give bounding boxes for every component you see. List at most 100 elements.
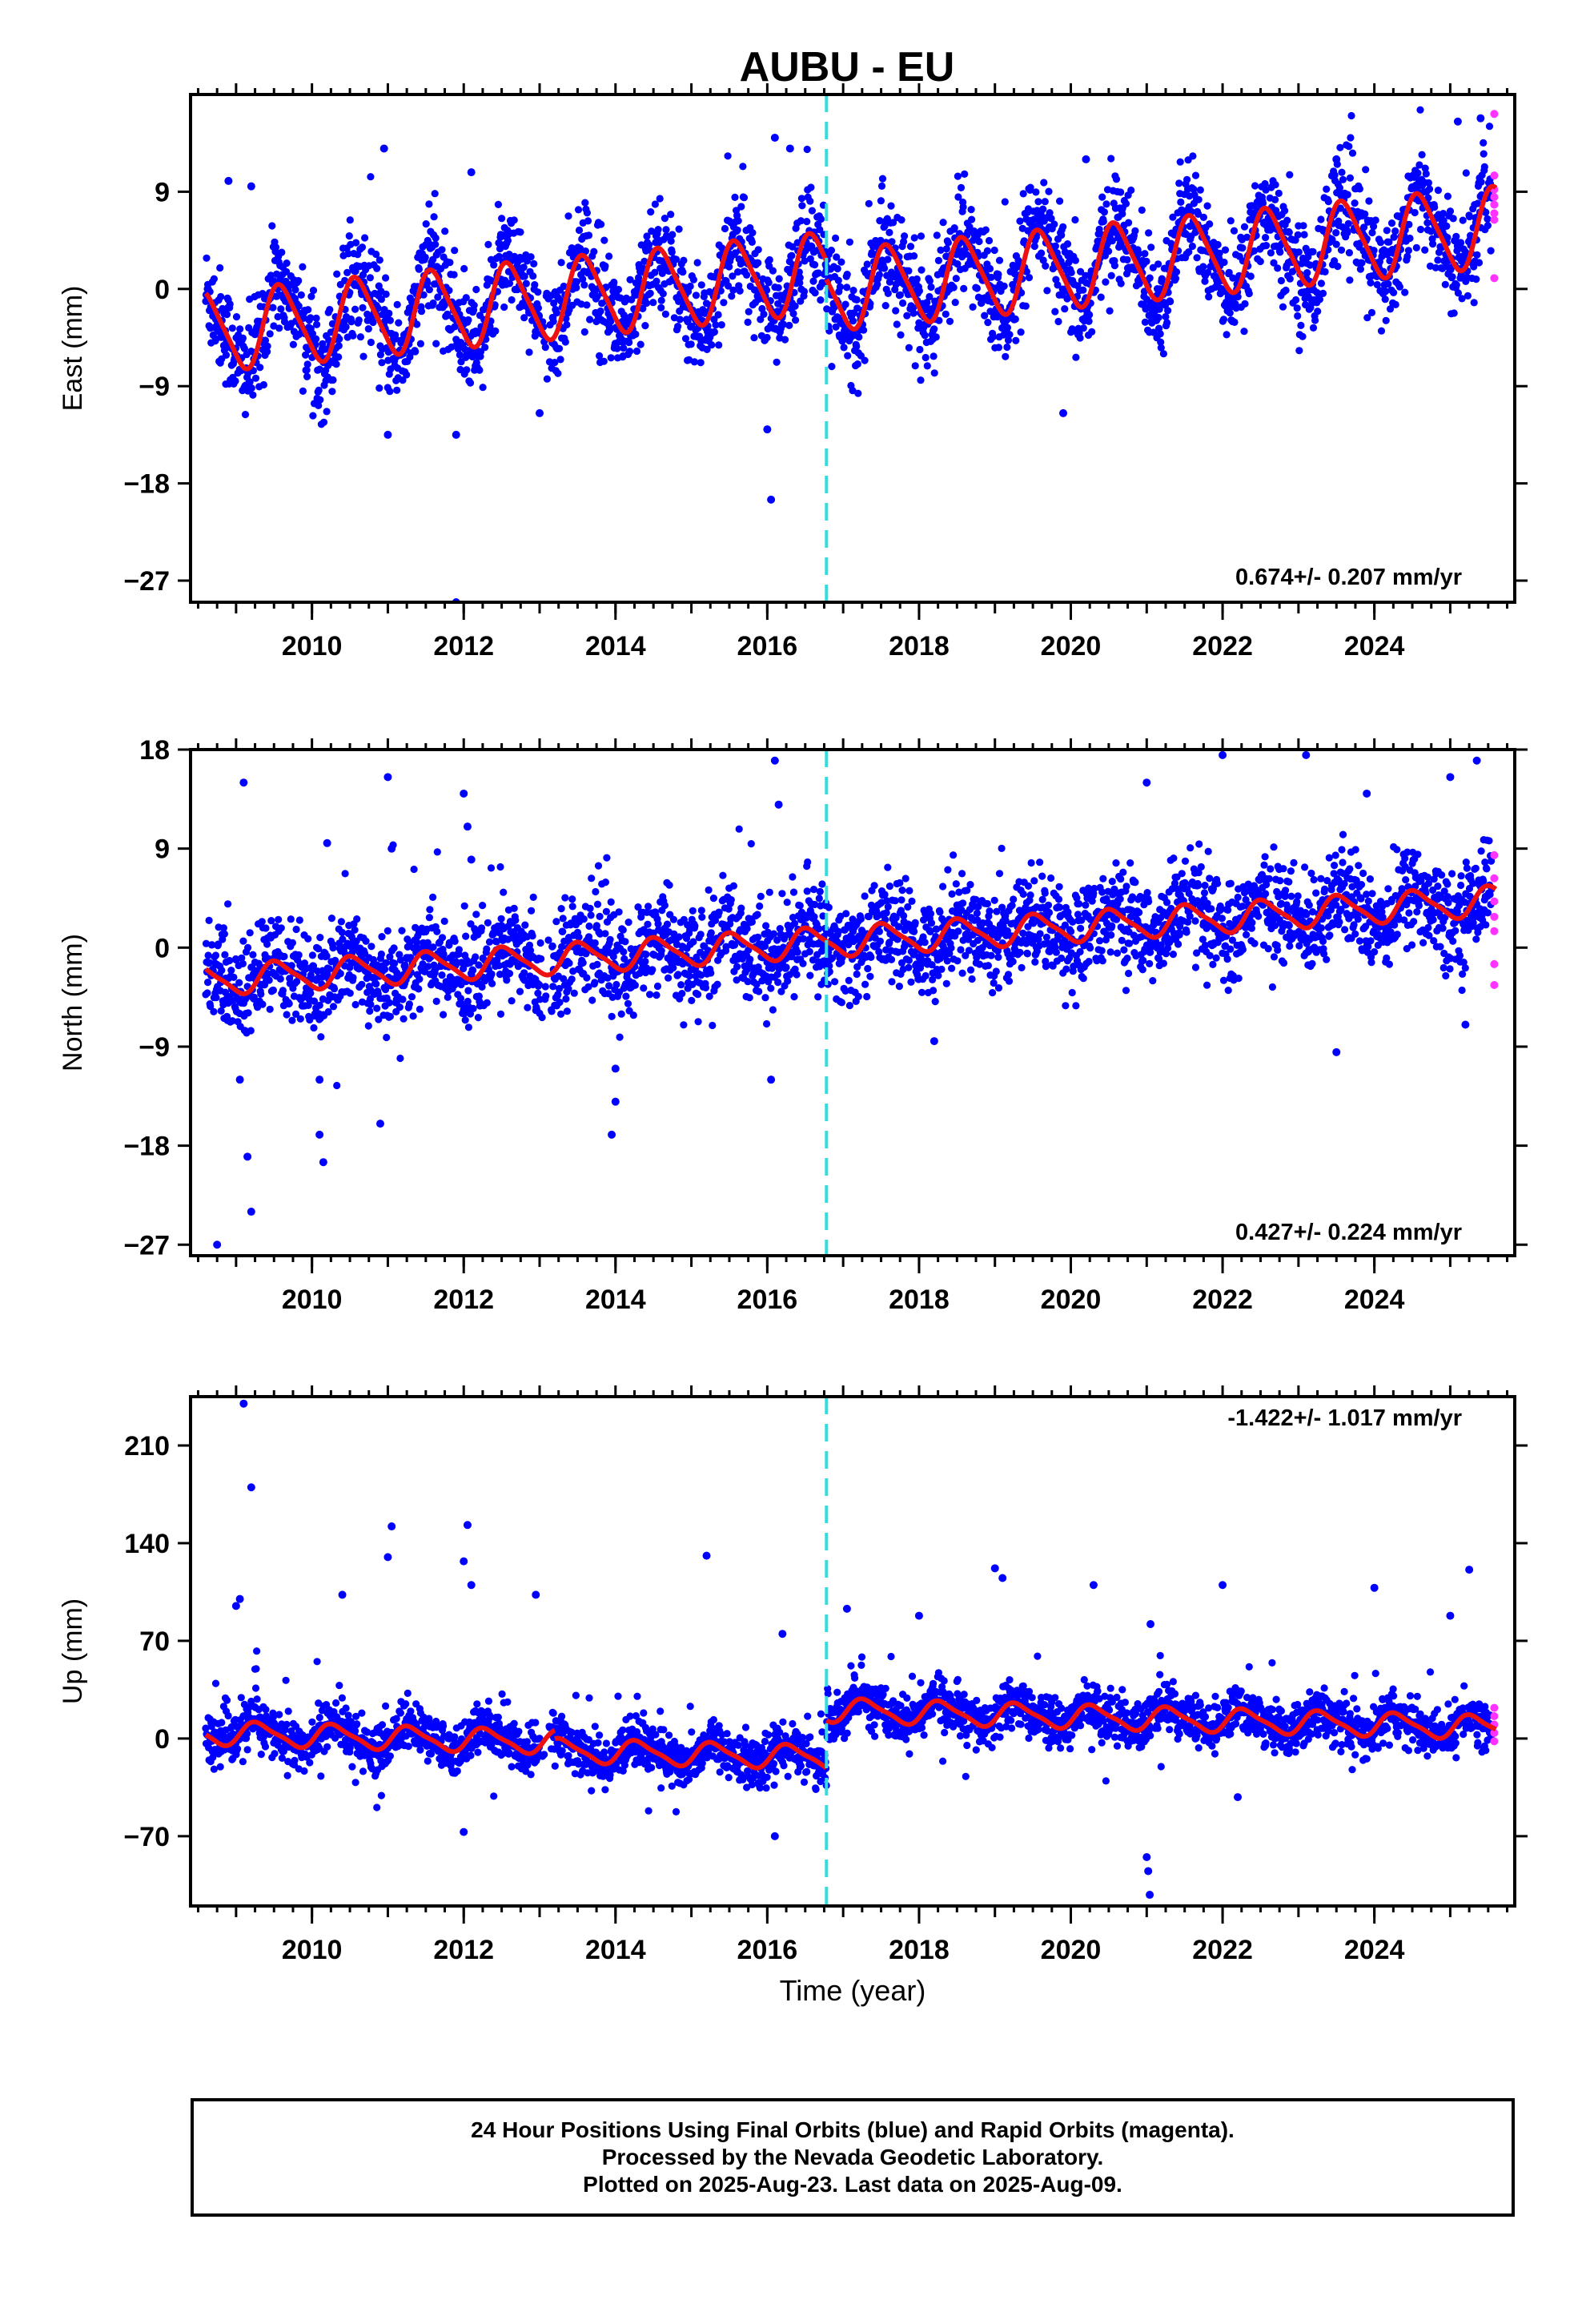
data-point bbox=[620, 344, 628, 352]
data-point bbox=[1355, 185, 1363, 193]
data-point bbox=[675, 225, 683, 233]
data-point bbox=[767, 984, 775, 992]
data-point bbox=[521, 921, 529, 929]
data-point bbox=[887, 202, 895, 210]
data-point bbox=[231, 377, 239, 385]
data-point bbox=[923, 362, 931, 370]
data-point bbox=[1240, 328, 1248, 336]
data-point bbox=[942, 310, 950, 318]
data-point bbox=[1016, 217, 1024, 225]
outlier-point bbox=[1453, 117, 1462, 126]
data-point bbox=[259, 380, 267, 389]
data-point bbox=[220, 930, 228, 938]
data-point bbox=[754, 259, 762, 267]
data-point bbox=[577, 300, 585, 308]
data-point bbox=[866, 972, 874, 980]
data-point bbox=[1230, 227, 1239, 235]
data-point bbox=[1376, 239, 1385, 247]
data-point bbox=[516, 228, 524, 236]
data-point bbox=[583, 301, 591, 309]
data-point bbox=[755, 987, 763, 995]
data-point bbox=[565, 959, 573, 967]
data-point bbox=[226, 300, 234, 308]
rapid-point bbox=[1490, 215, 1499, 224]
outlier-point bbox=[767, 495, 776, 504]
data-point bbox=[1319, 289, 1327, 297]
data-point bbox=[472, 953, 480, 961]
data-point bbox=[226, 956, 234, 965]
data-point bbox=[1275, 189, 1283, 197]
data-point bbox=[463, 366, 471, 374]
data-point bbox=[337, 918, 345, 926]
data-point bbox=[438, 971, 446, 979]
data-point bbox=[636, 340, 644, 348]
data-point bbox=[1309, 247, 1317, 255]
data-point bbox=[557, 259, 565, 267]
data-point bbox=[663, 920, 672, 928]
rapid-point bbox=[1490, 193, 1499, 202]
data-point bbox=[522, 279, 530, 287]
data-point bbox=[431, 190, 439, 198]
data-point bbox=[1294, 312, 1302, 320]
data-point bbox=[396, 1003, 404, 1011]
data-point bbox=[1446, 207, 1455, 215]
data-point bbox=[1470, 299, 1478, 307]
north-final-points bbox=[202, 750, 1496, 1249]
data-point bbox=[263, 940, 271, 948]
data-point bbox=[774, 300, 782, 308]
data-point bbox=[648, 966, 656, 974]
data-point bbox=[1039, 205, 1047, 213]
data-point bbox=[861, 356, 869, 364]
data-point bbox=[1145, 229, 1153, 237]
data-point bbox=[584, 217, 592, 225]
data-point bbox=[562, 995, 570, 1003]
data-point bbox=[1241, 300, 1249, 308]
data-point bbox=[601, 262, 609, 270]
data-point bbox=[316, 396, 324, 404]
data-point bbox=[500, 888, 508, 896]
data-point bbox=[277, 305, 285, 313]
data-point bbox=[877, 197, 885, 205]
east-plot-area bbox=[202, 94, 1499, 602]
data-point bbox=[579, 275, 587, 283]
y-tick-label: 0 bbox=[155, 275, 170, 305]
data-point bbox=[881, 264, 889, 272]
data-point bbox=[674, 323, 682, 331]
data-point bbox=[951, 299, 959, 307]
data-point bbox=[575, 226, 584, 235]
data-point bbox=[901, 232, 909, 240]
data-point bbox=[375, 384, 383, 392]
data-point bbox=[488, 979, 496, 987]
data-point bbox=[345, 232, 353, 240]
rapid-point bbox=[1490, 200, 1499, 209]
data-point bbox=[1381, 296, 1389, 304]
data-point bbox=[1348, 149, 1357, 157]
data-point bbox=[483, 999, 491, 1007]
data-point bbox=[734, 217, 742, 225]
data-point bbox=[782, 963, 790, 971]
data-point bbox=[765, 279, 773, 287]
data-point bbox=[785, 321, 793, 329]
data-point bbox=[620, 948, 628, 956]
data-point bbox=[1332, 240, 1340, 248]
data-point bbox=[610, 278, 618, 287]
outlier-point bbox=[1476, 114, 1485, 123]
data-point bbox=[352, 239, 360, 247]
data-point bbox=[378, 359, 386, 367]
data-point bbox=[359, 304, 367, 312]
data-point bbox=[326, 306, 334, 314]
data-point bbox=[881, 891, 889, 899]
data-point bbox=[239, 959, 247, 967]
data-point bbox=[915, 287, 923, 295]
data-point bbox=[884, 255, 892, 263]
data-point bbox=[692, 292, 701, 300]
data-point bbox=[362, 937, 370, 945]
data-point bbox=[1279, 303, 1287, 311]
data-point bbox=[405, 1000, 413, 1008]
data-point bbox=[563, 320, 571, 329]
data-point bbox=[644, 903, 652, 911]
data-point bbox=[1206, 220, 1214, 228]
data-point bbox=[731, 193, 739, 201]
data-point bbox=[1011, 315, 1019, 324]
data-point bbox=[403, 371, 411, 379]
